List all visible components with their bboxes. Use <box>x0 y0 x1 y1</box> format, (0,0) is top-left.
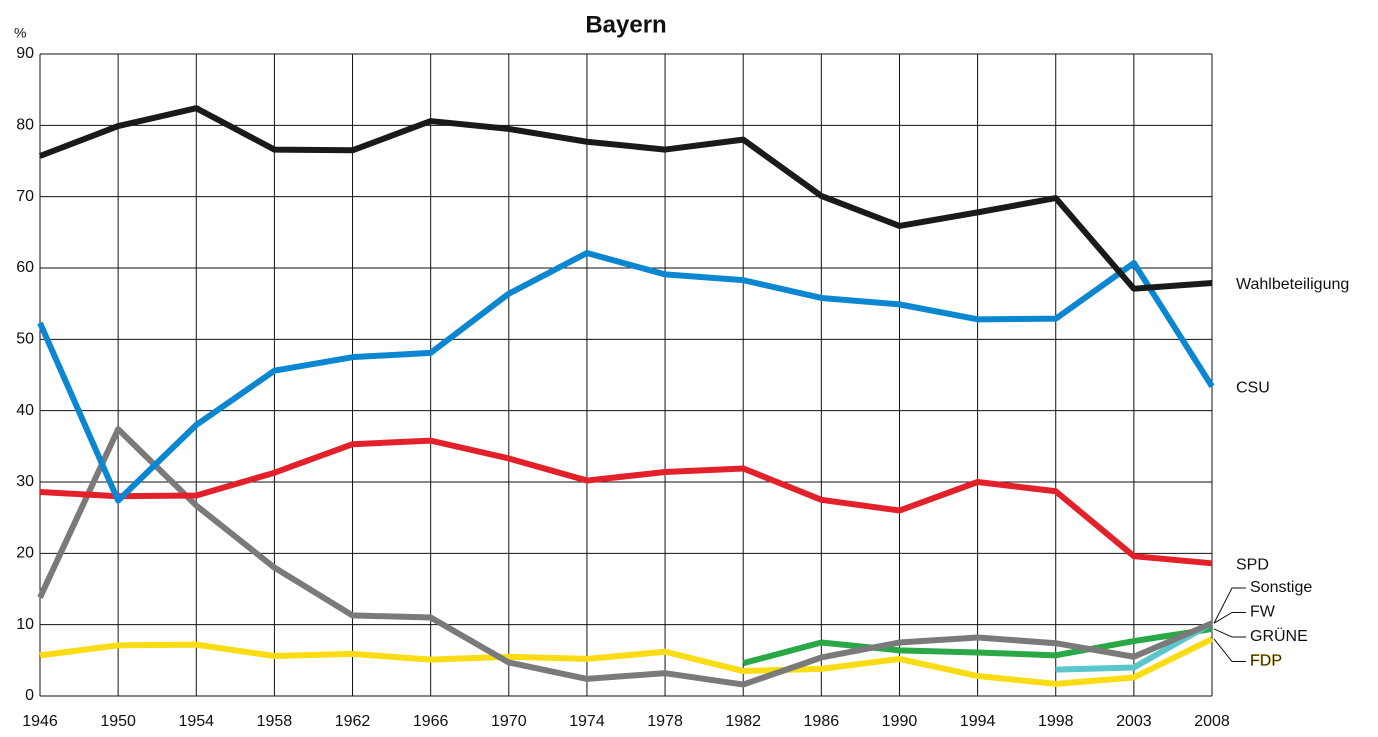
y-tick-label: 20 <box>16 545 34 562</box>
series-label: FDP <box>1250 653 1282 670</box>
x-tick-label: 1974 <box>569 713 605 730</box>
y-tick-label: 80 <box>16 117 34 134</box>
x-tick-label: 1950 <box>100 713 136 730</box>
series-line <box>39 437 1213 567</box>
y-tick-label: 70 <box>16 188 34 205</box>
x-tick-label: 1970 <box>491 713 527 730</box>
x-tick-label: 2003 <box>1116 713 1152 730</box>
series-label: Wahlbeteiligung <box>1236 276 1349 293</box>
y-tick-label: 50 <box>16 331 34 348</box>
series-label: FW <box>1250 604 1276 621</box>
series-line <box>37 426 1214 688</box>
x-tick-label: 1954 <box>178 713 214 730</box>
y-tick-label: 90 <box>16 45 34 62</box>
series-label: SPD <box>1236 557 1269 574</box>
series-line <box>742 625 1213 667</box>
x-tick-label: 1998 <box>1038 713 1074 730</box>
series-label: Sonstige <box>1250 579 1312 596</box>
leader-line <box>1213 638 1246 662</box>
x-tick-label: 1978 <box>647 713 683 730</box>
y-axis-label: % <box>14 25 26 41</box>
series-line <box>37 250 1215 504</box>
x-tick-label: 1966 <box>413 713 449 730</box>
y-tick-label: 10 <box>16 616 34 633</box>
x-tick-label: 1946 <box>22 713 58 730</box>
series-label: GRÜNE <box>1250 627 1308 645</box>
leader-line <box>1213 628 1246 638</box>
series-line <box>1055 620 1214 673</box>
x-tick-label: 1962 <box>335 713 371 730</box>
x-tick-label: 1982 <box>725 713 761 730</box>
leader-line <box>1213 587 1246 624</box>
y-tick-label: 30 <box>16 473 34 490</box>
series-label: CSU <box>1236 380 1270 397</box>
chart-title: Bayern <box>585 11 666 38</box>
leader-line <box>1213 612 1246 624</box>
x-tick-label: 1994 <box>960 713 996 730</box>
y-tick-label: 60 <box>16 259 34 276</box>
x-tick-label: 2008 <box>1194 713 1230 730</box>
x-tick-label: 1986 <box>804 713 840 730</box>
y-tick-label: 0 <box>25 687 34 704</box>
series-line <box>39 636 1214 687</box>
y-tick-label: 40 <box>16 402 34 419</box>
x-tick-label: 1958 <box>257 713 293 730</box>
x-tick-label: 1990 <box>882 713 918 730</box>
series-line <box>38 105 1213 292</box>
